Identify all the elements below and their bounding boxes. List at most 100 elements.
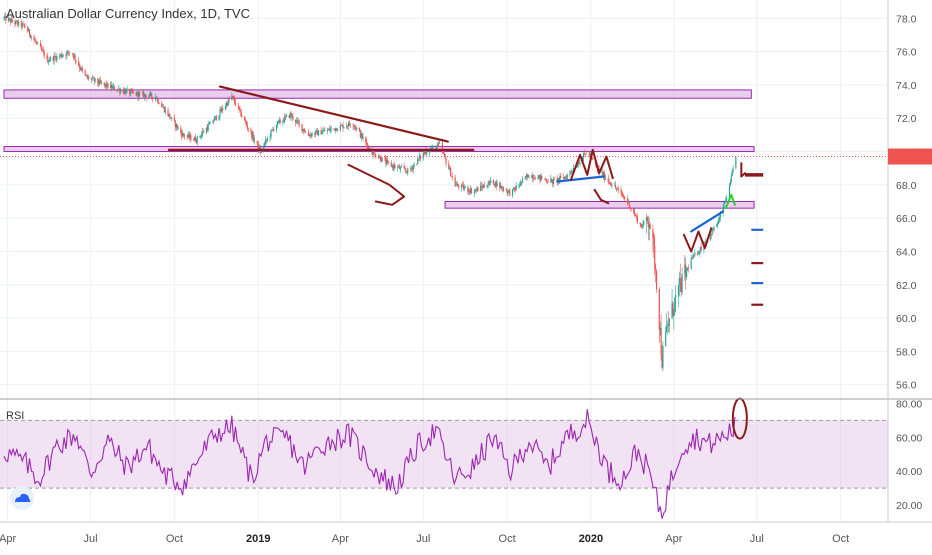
candle-body <box>527 174 529 178</box>
candle-body <box>188 134 190 138</box>
candle-body <box>461 184 464 186</box>
candle-body <box>403 166 405 169</box>
time-tick-label: Jul <box>416 533 430 545</box>
candle-body <box>161 104 163 107</box>
candle-body <box>56 55 58 60</box>
candle-body <box>628 201 630 208</box>
candle-body <box>585 153 587 155</box>
candle-body <box>483 185 485 188</box>
candle-body <box>272 129 274 130</box>
candle-body <box>336 130 339 131</box>
candle-body <box>105 84 107 87</box>
candle-body <box>266 138 268 141</box>
annotation-line <box>740 162 746 178</box>
candle-body <box>681 273 683 293</box>
candle-body <box>457 183 459 186</box>
candle-body <box>15 20 17 24</box>
candle-body <box>514 188 516 191</box>
candle-body <box>442 151 444 154</box>
candle-body <box>250 129 252 132</box>
candle-body <box>419 155 422 159</box>
candle-body <box>73 55 75 58</box>
candle-body <box>640 223 642 228</box>
candle-body <box>691 258 693 259</box>
candle-body <box>333 128 335 130</box>
candle-body <box>426 152 428 154</box>
candle-body <box>559 176 561 180</box>
candle-body <box>129 89 131 95</box>
candle-body <box>394 165 396 168</box>
candle-body <box>576 165 578 167</box>
candle-body <box>349 124 351 127</box>
candle-body <box>380 160 382 162</box>
candle-body <box>169 114 171 119</box>
candle-body <box>494 181 496 186</box>
candle-body <box>226 103 228 106</box>
candle-body <box>391 165 393 167</box>
candle-body <box>735 156 737 169</box>
candle-body <box>377 157 380 158</box>
candle-body <box>674 297 676 313</box>
candle-body <box>635 215 638 217</box>
candle-body <box>686 269 688 278</box>
candle-body <box>215 116 217 120</box>
candle-body <box>509 190 511 196</box>
candle-body <box>648 224 650 228</box>
candle-body <box>4 15 6 18</box>
candle-body <box>182 133 184 137</box>
candle-body <box>8 18 11 19</box>
candle-body <box>546 181 548 183</box>
candle-body <box>378 156 381 158</box>
candle-body <box>614 185 617 188</box>
candle-body <box>237 105 239 107</box>
candle-body <box>183 135 186 137</box>
candle-body <box>685 264 687 278</box>
candle-body <box>264 142 266 147</box>
candle-body <box>552 178 555 184</box>
candle-body <box>666 324 669 327</box>
candle-body <box>138 92 140 98</box>
candle-body <box>540 176 542 180</box>
candle-body <box>524 176 526 179</box>
candle-body <box>117 89 119 91</box>
candle-body <box>356 127 358 130</box>
rsi-tick-label: 20.00 <box>896 500 922 512</box>
annotation-line <box>569 148 614 181</box>
candle-body <box>360 133 362 138</box>
price-tick-label: 74.0 <box>896 80 917 92</box>
candle-body <box>379 156 382 161</box>
candle-body <box>451 176 454 178</box>
candle-body <box>622 195 624 197</box>
candle-body <box>79 68 82 70</box>
candle-body <box>265 139 268 141</box>
candle-body <box>372 151 374 155</box>
candle-body <box>563 176 566 179</box>
candle-body <box>71 53 73 54</box>
candle-body <box>27 27 29 32</box>
candle-body <box>412 166 414 170</box>
annotation-line <box>347 163 406 206</box>
candle-body <box>556 178 558 182</box>
candle-body <box>219 109 221 116</box>
candle-body <box>388 161 390 163</box>
candle-body <box>610 183 612 186</box>
candle-body <box>144 94 146 96</box>
candle-body <box>135 92 137 96</box>
candle-body <box>645 217 648 222</box>
candle-body <box>607 178 609 182</box>
candle-body <box>532 177 535 179</box>
rsi-tick-label: 60.00 <box>896 432 922 444</box>
price-tick-label: 64.0 <box>896 246 917 258</box>
candle-body <box>410 168 412 170</box>
candle-body <box>392 165 394 169</box>
candle-body <box>680 281 682 293</box>
candle-body <box>627 201 629 203</box>
candle-body <box>241 116 243 117</box>
candle-body <box>48 61 50 63</box>
candle-body <box>506 190 508 193</box>
candle-body <box>694 252 696 256</box>
candle-body <box>366 142 368 145</box>
candle-body <box>515 185 517 191</box>
candle-body <box>202 131 205 133</box>
